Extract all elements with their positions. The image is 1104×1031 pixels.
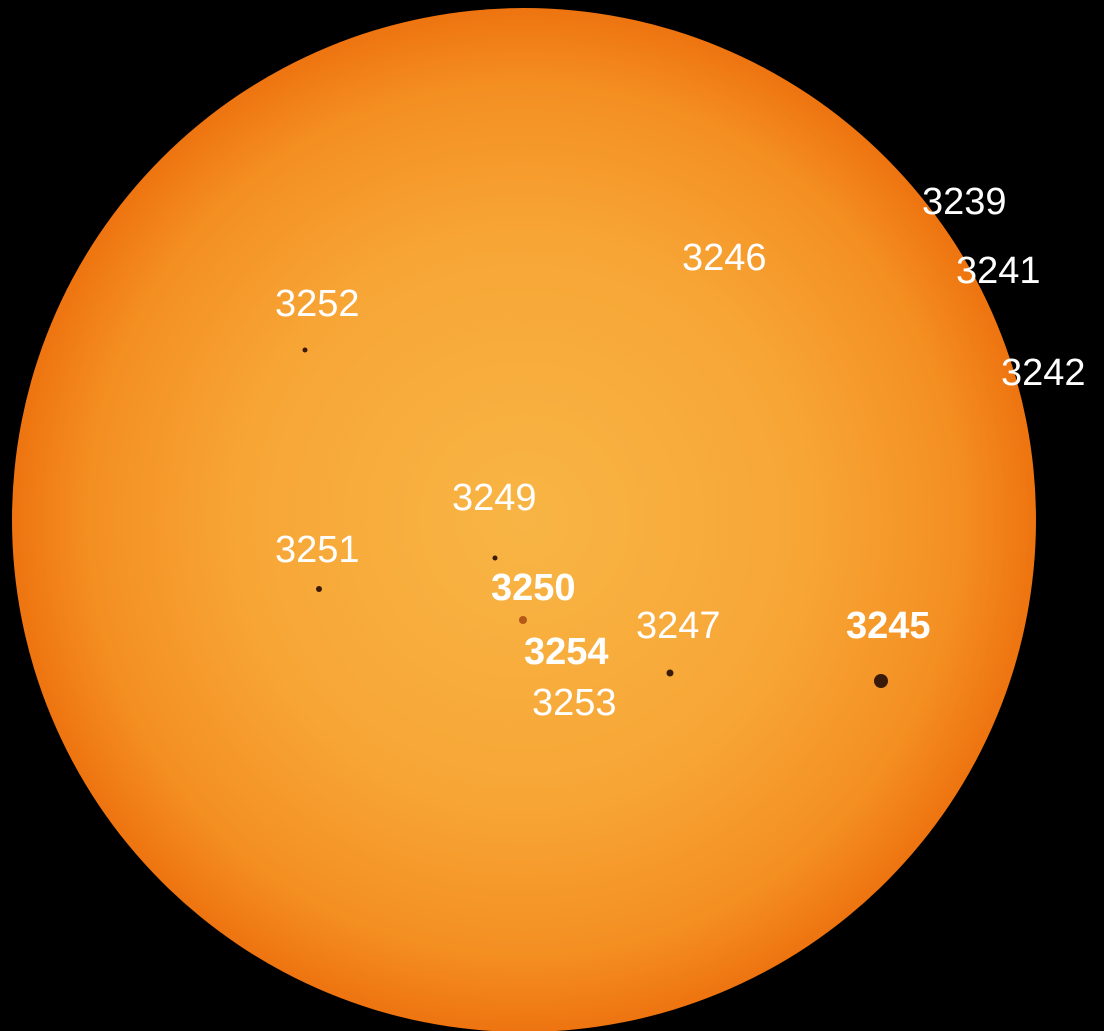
- region-label: 3253: [532, 682, 617, 724]
- region-label: 3247: [636, 605, 721, 647]
- solar-disc: [12, 8, 1036, 1031]
- region-label: 3241: [956, 250, 1041, 292]
- region-label: 3250: [491, 567, 576, 609]
- sunspot: [667, 670, 674, 677]
- page: 3239 3246 3241 3252 3242 3249 3251 3250 …: [0, 0, 1104, 1031]
- region-label: 3242: [1001, 352, 1086, 394]
- sunspot: [303, 348, 308, 353]
- region-label: 3239: [922, 181, 1007, 223]
- region-label: 3249: [452, 477, 537, 519]
- region-label: 3251: [275, 529, 360, 571]
- region-label: 3252: [275, 283, 360, 325]
- sunspot: [316, 586, 322, 592]
- region-label: 3246: [682, 237, 767, 279]
- sunspot: [874, 674, 888, 688]
- sunspot: [519, 616, 527, 624]
- sun-image: 3239 3246 3241 3252 3242 3249 3251 3250 …: [0, 0, 1104, 1031]
- region-label: 3254: [524, 631, 609, 673]
- region-label: 3245: [846, 605, 931, 647]
- sunspot: [493, 556, 498, 561]
